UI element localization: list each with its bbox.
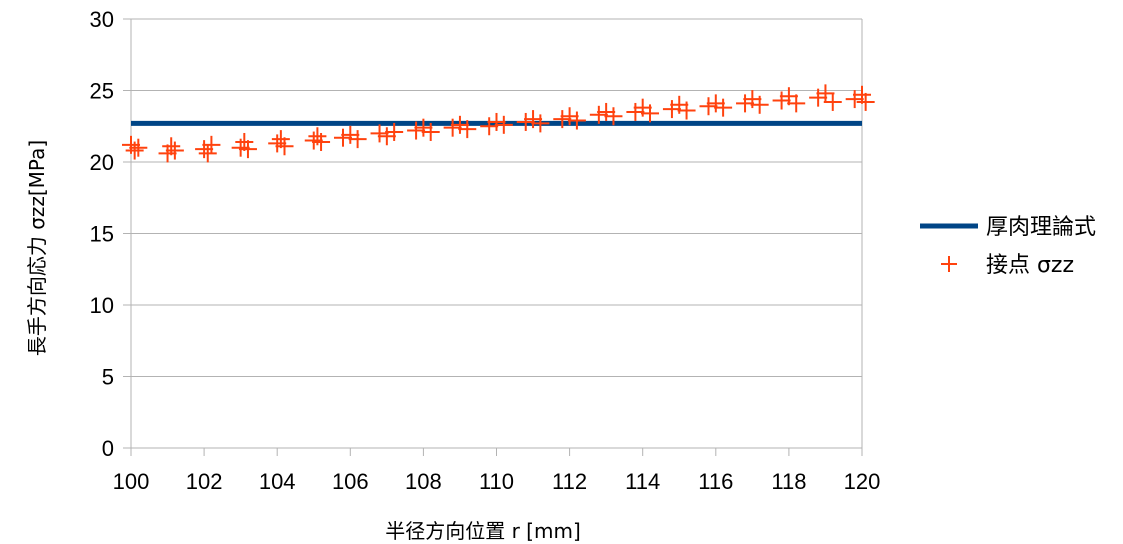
data-point	[604, 107, 623, 126]
x-tick-label: 110	[479, 469, 514, 494]
data-point	[407, 121, 426, 140]
data-point	[268, 134, 287, 153]
data-point	[348, 130, 367, 149]
y-tick-label: 0	[102, 436, 114, 461]
data-point	[158, 144, 177, 163]
data-point	[809, 88, 828, 107]
data-point	[377, 127, 396, 146]
data-point	[641, 104, 660, 123]
data-point	[480, 117, 499, 136]
y-tick-labels: 0 5 10 15 20 25 30	[90, 7, 114, 461]
y-axis-title: 長手方向応力 σzz[MPa]	[25, 140, 49, 356]
x-axis-title: 半径方向位置 r [mm]	[385, 519, 581, 543]
data-point	[341, 125, 360, 144]
data-point	[275, 137, 294, 156]
data-point	[823, 92, 842, 111]
y-tick-label: 25	[90, 79, 114, 104]
x-tick-label: 112	[552, 469, 587, 494]
data-point	[487, 112, 506, 131]
data-point	[597, 102, 616, 121]
plot-axes	[123, 18, 863, 456]
x-tick-label: 102	[186, 469, 223, 494]
y-tick-label: 10	[90, 293, 114, 318]
data-point	[516, 112, 535, 131]
data-point	[125, 141, 144, 160]
legend: 厚肉理論式 接点 σzz	[920, 215, 1096, 278]
data-point	[662, 100, 681, 119]
data-point	[202, 135, 221, 154]
data-point	[385, 122, 404, 141]
data-point	[198, 144, 217, 163]
data-point	[845, 90, 864, 109]
data-point	[494, 115, 513, 134]
data-point	[553, 110, 572, 129]
data-point	[304, 131, 323, 150]
data-point	[162, 137, 181, 156]
x-tick-label: 120	[844, 469, 881, 494]
data-point	[129, 138, 148, 157]
legend-plus-swatch	[941, 256, 957, 272]
data-point	[531, 114, 550, 133]
data-point	[370, 124, 389, 143]
data-point	[626, 102, 645, 121]
x-tick-label: 100	[113, 469, 150, 494]
data-point	[736, 94, 755, 113]
legend-label-theory: 厚肉理論式	[986, 215, 1096, 240]
data-point	[677, 101, 696, 120]
data-point	[333, 128, 352, 147]
data-point	[589, 105, 608, 124]
data-point	[195, 140, 214, 159]
grid-lines	[131, 18, 862, 377]
x-tick-label: 118	[771, 469, 806, 494]
data-point	[238, 140, 257, 159]
data-point	[714, 98, 733, 117]
data-point	[856, 92, 875, 111]
data-point	[312, 132, 331, 151]
data-point	[414, 118, 433, 137]
data-point	[787, 94, 806, 113]
y-tick-label: 15	[90, 222, 114, 247]
data-point	[421, 122, 440, 141]
data-point	[853, 85, 871, 104]
data-point	[443, 118, 462, 137]
x-tick-label: 108	[405, 469, 442, 494]
y-tick-label: 5	[102, 365, 114, 390]
y-tick-label: 20	[90, 150, 114, 175]
data-point	[235, 132, 254, 151]
x-tick-label: 104	[259, 469, 296, 494]
data-point	[772, 91, 791, 110]
data-point	[816, 84, 835, 103]
data-point	[458, 120, 477, 139]
x-tick-label: 116	[698, 469, 733, 494]
data-point	[567, 111, 586, 130]
node-stress-series	[122, 84, 875, 163]
data-point	[165, 141, 184, 160]
data-point	[450, 115, 469, 134]
data-point	[271, 130, 290, 149]
legend-label-nodes: 接点 σzz	[986, 253, 1074, 278]
x-tick-label: 114	[625, 469, 660, 494]
y-tick-label: 30	[90, 7, 114, 32]
data-point	[699, 97, 718, 116]
x-tick-label: 106	[332, 469, 369, 494]
data-point	[779, 87, 798, 106]
x-tick-labels: 100 102 104 106 108 110 112 114 116 118 120	[113, 469, 881, 494]
data-point	[560, 107, 579, 126]
data-point	[524, 110, 543, 129]
data-point	[706, 94, 725, 113]
data-point	[750, 95, 769, 114]
